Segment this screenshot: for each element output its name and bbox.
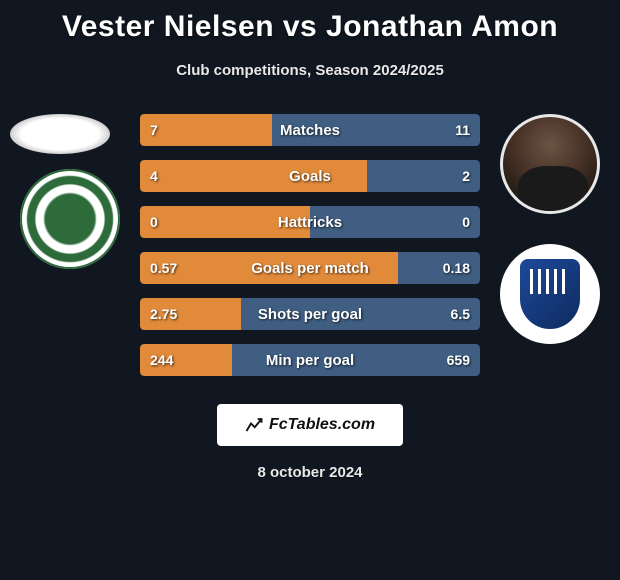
date-label: 8 october 2024 bbox=[0, 464, 620, 481]
club-logo-right-shield bbox=[520, 259, 580, 329]
stat-value-right: 6.5 bbox=[451, 298, 470, 330]
stat-row: Min per goal244 659 bbox=[140, 344, 480, 376]
stat-row: Hattricks0 0 bbox=[140, 206, 480, 238]
stat-label: Goals per match bbox=[140, 252, 480, 284]
club-logo-right bbox=[500, 244, 600, 344]
stat-value-left: 7 bbox=[150, 114, 158, 146]
stat-value-left: 4 bbox=[150, 160, 158, 192]
stat-value-left: 0.57 bbox=[150, 252, 177, 284]
stat-value-left: 244 bbox=[150, 344, 173, 376]
footer: FcTables.com 8 october 2024 bbox=[0, 404, 620, 481]
stat-value-left: 2.75 bbox=[150, 298, 177, 330]
club-logo-left bbox=[20, 169, 120, 269]
player-photo-right bbox=[500, 114, 600, 214]
stat-row: Goals4 2 bbox=[140, 160, 480, 192]
compare-area: Matches7 11 Goals4 2 Hattricks0 0 Goals per ma… bbox=[0, 114, 620, 394]
stat-label: Hattricks bbox=[140, 206, 480, 238]
stat-value-right: 11 bbox=[455, 114, 470, 146]
stat-label: Min per goal bbox=[140, 344, 480, 376]
brand-badge: FcTables.com bbox=[217, 404, 403, 446]
comparison-infographic: Vester Nielsen vs Jonathan Amon Club com… bbox=[0, 0, 620, 481]
subtitle: Club competitions, Season 2024/2025 bbox=[0, 62, 620, 79]
stat-row: Goals per match0.57 0.18 bbox=[140, 252, 480, 284]
stat-label: Matches bbox=[140, 114, 480, 146]
left-player-column bbox=[0, 114, 130, 394]
stat-value-right: 659 bbox=[447, 344, 470, 376]
stat-value-right: 0 bbox=[462, 206, 470, 238]
stat-row: Shots per goal2.75 6.5 bbox=[140, 298, 480, 330]
right-player-column bbox=[490, 114, 620, 394]
player-photo-left bbox=[10, 114, 110, 154]
stat-label: Shots per goal bbox=[140, 298, 480, 330]
stat-value-left: 0 bbox=[150, 206, 158, 238]
stat-label: Goals bbox=[140, 160, 480, 192]
stat-row: Matches7 11 bbox=[140, 114, 480, 146]
brand-text: FcTables.com bbox=[269, 416, 375, 434]
stat-value-right: 2 bbox=[462, 160, 470, 192]
page-title: Vester Nielsen vs Jonathan Amon bbox=[0, 10, 620, 44]
chart-icon bbox=[245, 416, 263, 434]
stat-value-right: 0.18 bbox=[443, 252, 470, 284]
stat-bars: Matches7 11 Goals4 2 Hattricks0 0 Goals per ma… bbox=[140, 114, 480, 390]
